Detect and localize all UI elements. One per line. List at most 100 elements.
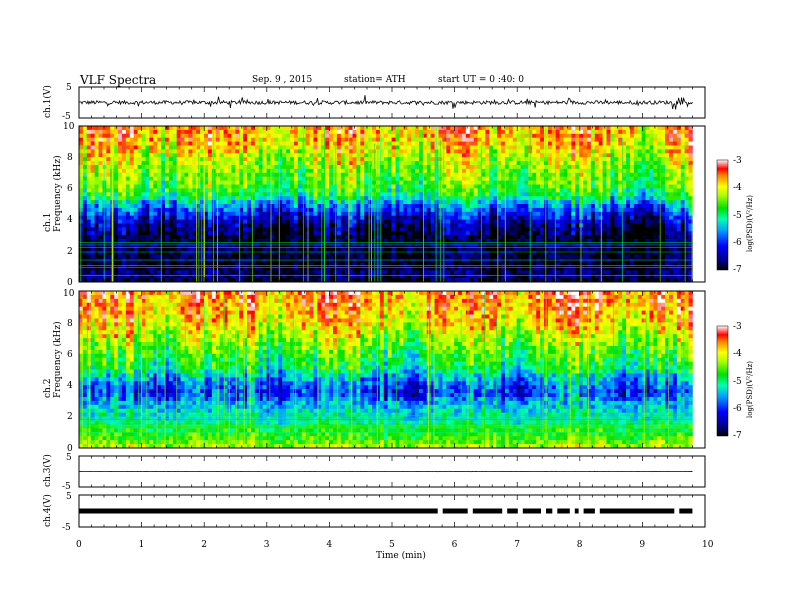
spectrogram-cell	[547, 274, 553, 279]
spectrogram-cell	[418, 246, 424, 252]
spectrogram-cell	[348, 262, 353, 267]
spectrogram-cell	[348, 180, 353, 185]
spectrogram-cell	[364, 145, 369, 150]
spectrogram-cell	[504, 231, 510, 236]
spectrogram-cell	[157, 172, 162, 177]
spectrogram-cell	[422, 200, 428, 205]
spectrogram-cell	[176, 235, 181, 240]
spectrogram-cell	[461, 227, 467, 232]
spectrogram-cell	[309, 274, 314, 279]
spectrogram-cell	[157, 227, 162, 232]
spectrogram-cell	[176, 211, 181, 216]
spectrogram-cell	[532, 278, 537, 283]
spectrogram-cell	[118, 274, 123, 279]
spectrogram-cell	[403, 137, 408, 142]
spectrogram-cell	[379, 246, 385, 252]
spectrogram-cell	[106, 180, 111, 185]
spectrogram-cell	[309, 239, 314, 244]
spectrogram-cell	[418, 204, 424, 209]
spectrogram-cell	[372, 161, 377, 166]
spectrogram-cell	[524, 254, 529, 259]
spectrogram-cell	[512, 219, 517, 224]
spectrogram-cell	[262, 239, 267, 244]
spectrogram-cell	[458, 207, 463, 213]
spectrogram-cell	[297, 161, 303, 166]
spectrogram-cell	[313, 207, 318, 213]
spectrogram-cell	[204, 254, 209, 259]
spectrogram-cell	[309, 219, 314, 224]
spectrogram-cell	[286, 262, 291, 267]
spectrogram-cell	[94, 274, 99, 279]
spectrogram-cell	[149, 204, 154, 209]
spectrogram-cell	[391, 172, 396, 177]
spectrogram-cell	[446, 231, 451, 236]
spectrogram-cell	[540, 207, 545, 213]
spectrogram-cell	[352, 176, 357, 181]
spectrogram-cell	[114, 129, 119, 135]
spectrogram-cell	[520, 235, 525, 240]
spectrogram-cell	[532, 223, 537, 228]
spectrogram-cell	[309, 180, 314, 185]
spectrogram-cell	[274, 137, 279, 142]
spectrogram-cell	[372, 145, 377, 150]
spectrogram-cell	[293, 192, 299, 197]
spectrogram-cell	[520, 184, 525, 189]
spectrogram-cell	[497, 153, 502, 158]
spectrogram-cell	[536, 168, 541, 174]
spectrogram-cell	[282, 141, 287, 146]
spectrogram-cell	[86, 165, 92, 170]
spectrogram-cell	[157, 258, 162, 263]
spectrogram-cell	[360, 250, 365, 255]
spectrogram-cell	[266, 141, 271, 146]
spectrogram-cell	[512, 192, 517, 197]
spectrogram-cell	[352, 184, 357, 189]
spectrogram-cell	[293, 231, 299, 236]
spectrogram-cell	[454, 126, 459, 131]
spectrogram-cell	[86, 274, 92, 279]
spectrogram-cell	[563, 176, 568, 181]
spectrogram-cell	[231, 129, 236, 135]
spectrogram-cell	[340, 133, 346, 138]
spectrogram-cell	[121, 219, 127, 224]
spectrogram-cell	[157, 126, 162, 131]
spectrogram-cell	[313, 141, 318, 146]
spectrogram-cell	[524, 126, 529, 131]
spectrogram-cell	[86, 149, 92, 154]
spectrogram-cell	[196, 161, 201, 166]
spectrogram-cell	[442, 176, 447, 181]
spectrogram-cell	[239, 254, 244, 259]
spectrogram-cell	[422, 141, 428, 146]
spectrogram-cell	[207, 211, 213, 216]
spectrogram-cell	[239, 153, 244, 158]
spectrogram-cell	[274, 141, 279, 146]
spectrogram-cell	[98, 223, 103, 228]
spectrogram-cell	[356, 180, 361, 185]
spectrogram-cell	[293, 270, 299, 275]
spectrogram-cell	[532, 188, 537, 193]
spectrogram-cell	[153, 137, 158, 142]
spectrogram-cell	[547, 207, 553, 213]
spectrogram-cell	[465, 270, 471, 275]
spectrogram-cell	[356, 246, 361, 252]
spectrogram-cell	[282, 266, 287, 271]
spectrogram-cell	[90, 149, 95, 154]
spectrogram-cell	[215, 133, 220, 138]
spectrogram-cell	[485, 227, 490, 232]
spectrogram-cell	[458, 168, 463, 174]
spectrogram-cell	[149, 235, 154, 240]
spectrogram-cell	[332, 149, 338, 154]
spectrogram-cell	[508, 157, 514, 162]
spectrogram-cell	[192, 278, 197, 283]
spectrogram-cell	[125, 157, 131, 162]
spectrogram-cell	[434, 266, 439, 271]
spectrogram-cell	[524, 149, 529, 154]
spectrogram-cell	[344, 258, 349, 263]
spectrogram-cell	[364, 219, 369, 224]
spectrogram-cell	[489, 157, 494, 162]
spectrogram-cell	[164, 278, 170, 283]
spectrogram-cell	[422, 168, 428, 174]
spectrogram-cell	[121, 215, 127, 220]
spectrogram-cell	[344, 215, 349, 220]
spectrogram-cell	[504, 184, 510, 189]
spectrogram-cell	[157, 266, 162, 271]
